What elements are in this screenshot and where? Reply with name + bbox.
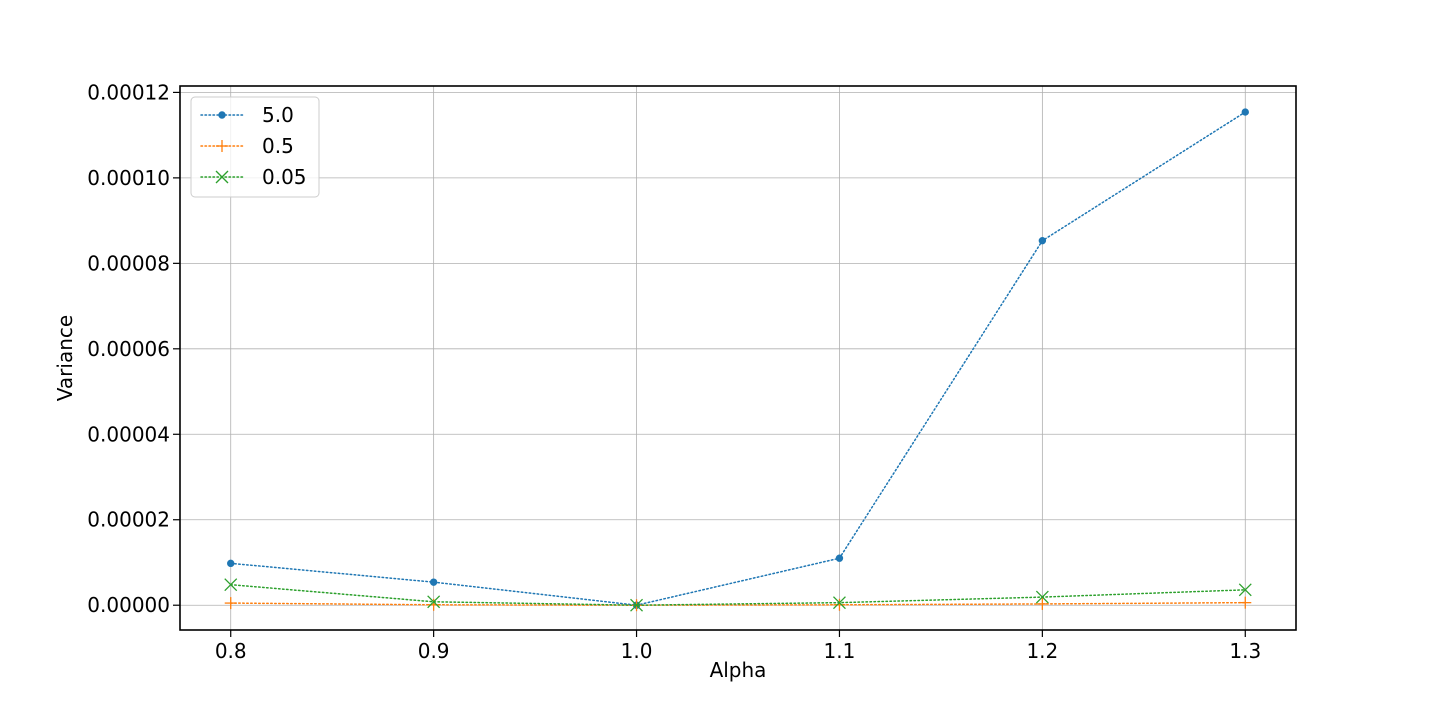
y-tick-label: 0.00002 [87,508,170,532]
series-layer [224,108,1252,612]
data-point [833,598,846,611]
data-point [832,596,846,610]
y-tick-label: 0.00010 [87,166,170,190]
data-point [1036,597,1049,610]
y-tick-label: 0.00004 [87,422,170,446]
legend: 5.0 0.5 0.05 [190,96,320,198]
x-axis-ticks: 0.8 0.9 1.0 1.1 1.2 1.3 [215,630,1261,663]
x-tick-label: 1.0 [621,639,653,663]
data-point [215,170,229,184]
legend-box [190,96,320,198]
data-point [630,598,644,612]
x-tick-label: 1.2 [1026,639,1058,663]
series-line [229,601,1247,606]
y-tick-label: 0.00006 [87,337,170,361]
legend-item: 0.5 [200,134,294,158]
legend-label: 5.0 [262,103,294,127]
series-0.05 [224,578,1252,612]
y-tick-label: 0.00000 [87,593,170,617]
data-point [835,554,844,562]
y-axis-label: Variance [53,315,77,401]
data-point [1038,236,1047,245]
series-line [229,583,1247,606]
legend-item: 0.05 [200,165,307,189]
data-point [227,559,235,568]
data-point [1035,590,1049,604]
data-point [429,578,438,586]
y-tick-label: 0.00012 [87,80,170,104]
x-tick-label: 0.8 [215,639,247,663]
data-point [1239,596,1252,609]
y-axis-ticks: 0.00000 0.00002 0.00004 0.00006 0.00008 0.000… [87,80,180,617]
x-tick-label: 0.9 [418,639,450,663]
data-point [224,597,237,610]
grid-layer [180,86,1296,630]
data-point [427,595,441,609]
data-point [218,111,226,119]
legend-item: 5.0 [200,103,294,127]
series-line [229,111,1247,606]
data-point [224,578,238,592]
x-tick-label: 1.1 [824,639,856,663]
data-point [427,598,440,611]
plot-frame [179,85,1297,631]
legend-label: 0.05 [262,165,307,189]
x-axis-label: Alpha [710,658,767,682]
legend-label: 0.5 [262,134,294,158]
data-point [1238,583,1252,597]
x-tick-label: 1.3 [1229,639,1261,663]
data-point [1241,108,1249,116]
y-tick-label: 0.00008 [87,251,170,275]
series-0.5 [224,596,1252,612]
data-point [216,140,228,152]
series-5.0 [227,108,1249,609]
